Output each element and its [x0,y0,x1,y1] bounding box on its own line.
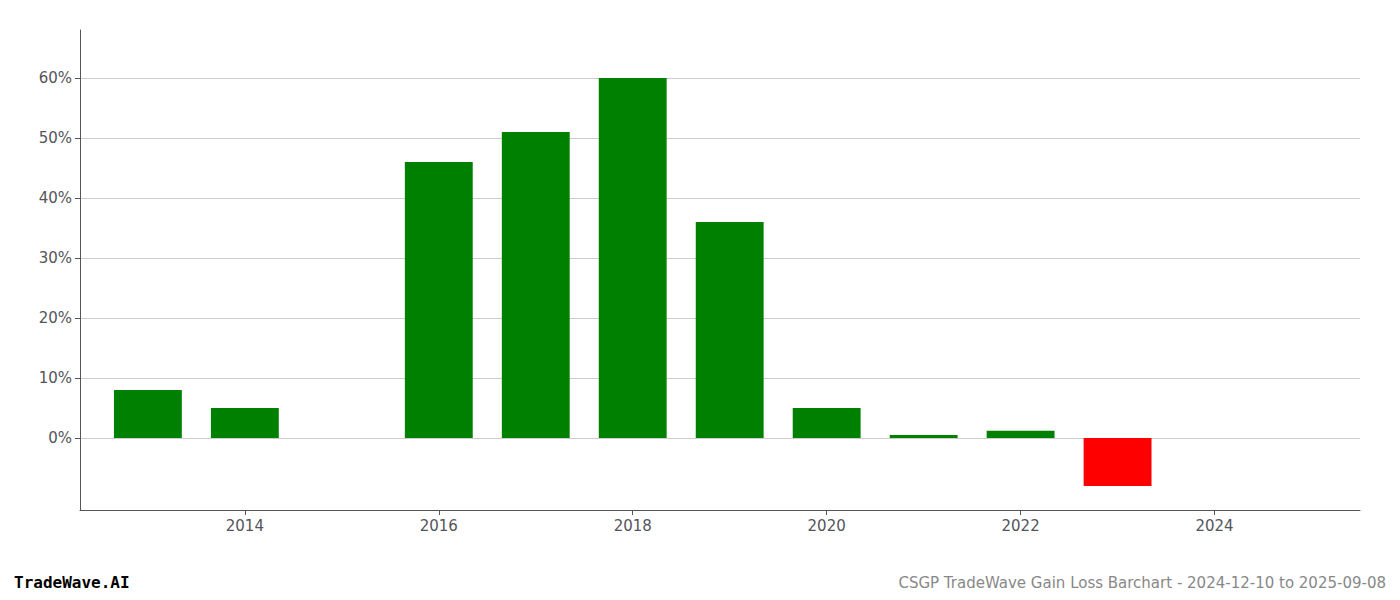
svg-text:20%: 20% [39,309,72,327]
svg-text:50%: 50% [39,129,72,147]
svg-text:40%: 40% [39,189,72,207]
svg-text:10%: 10% [39,369,72,387]
svg-text:2024: 2024 [1195,517,1233,535]
svg-text:2020: 2020 [808,517,846,535]
svg-text:TradeWave.AI: TradeWave.AI [14,573,130,592]
svg-text:CSGP TradeWave Gain Loss Barch: CSGP TradeWave Gain Loss Barchart - 2024… [898,574,1386,592]
svg-text:2016: 2016 [420,517,458,535]
svg-text:2018: 2018 [614,517,652,535]
svg-text:0%: 0% [48,429,72,447]
svg-text:30%: 30% [39,249,72,267]
svg-text:2014: 2014 [226,517,264,535]
svg-text:2022: 2022 [1002,517,1040,535]
svg-text:60%: 60% [39,69,72,87]
